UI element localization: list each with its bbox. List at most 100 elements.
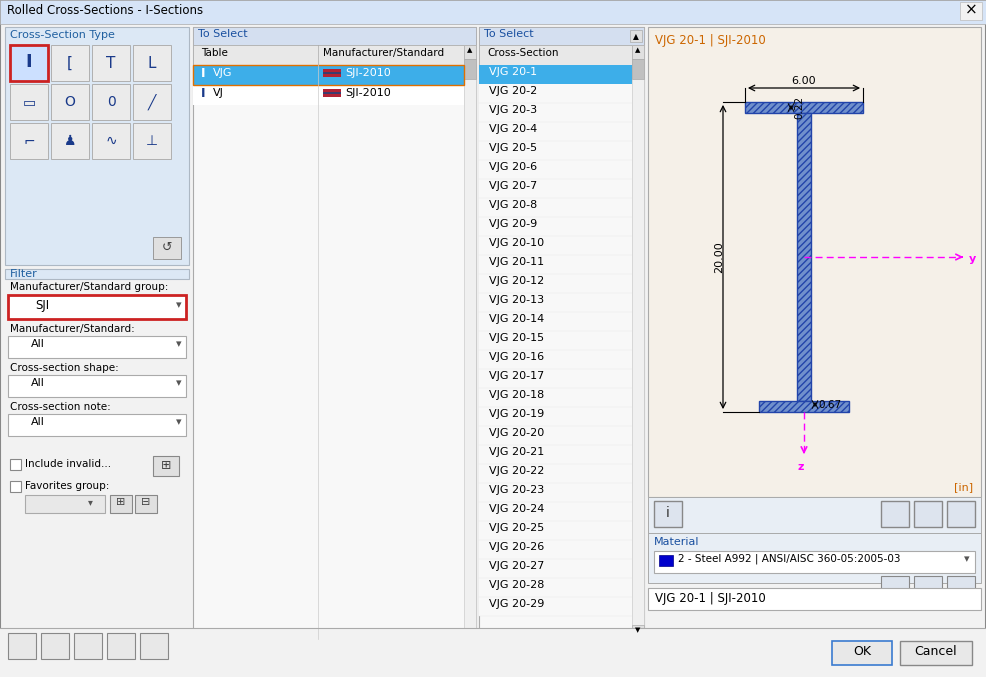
Text: VJG 20-29: VJG 20-29 xyxy=(489,599,544,609)
Text: ╱: ╱ xyxy=(148,94,156,110)
Text: 6.00: 6.00 xyxy=(792,76,816,86)
Bar xyxy=(479,502,632,521)
Bar xyxy=(193,45,464,65)
Bar xyxy=(759,401,849,412)
Text: VJG 20-17: VJG 20-17 xyxy=(489,371,544,381)
Bar xyxy=(479,179,632,198)
Bar xyxy=(479,27,644,639)
Bar xyxy=(323,74,341,77)
Bar xyxy=(947,576,975,596)
Text: Cross-Section Type: Cross-Section Type xyxy=(10,30,115,40)
Bar xyxy=(648,533,981,583)
Bar xyxy=(92,45,130,81)
Text: Table: Table xyxy=(201,48,228,58)
Bar xyxy=(13,340,27,350)
Bar xyxy=(479,103,632,122)
Bar xyxy=(10,84,48,120)
Text: VJG 20-5: VJG 20-5 xyxy=(489,143,537,153)
Text: SJI-2010: SJI-2010 xyxy=(345,88,390,98)
Text: ⊞: ⊞ xyxy=(161,459,172,472)
Text: Manufacturer/Standard group:: Manufacturer/Standard group: xyxy=(10,282,169,292)
Text: VJG 20-7: VJG 20-7 xyxy=(489,181,537,191)
Bar xyxy=(797,113,811,401)
Text: VJG 20-2: VJG 20-2 xyxy=(489,86,537,96)
Text: To Select: To Select xyxy=(484,29,533,39)
Text: VJG 20-4: VJG 20-4 xyxy=(489,124,537,134)
Text: All: All xyxy=(31,417,45,427)
Bar xyxy=(51,123,89,159)
Bar xyxy=(323,69,341,76)
Text: Include invalid...: Include invalid... xyxy=(25,459,111,469)
Bar xyxy=(133,123,171,159)
Bar xyxy=(479,198,632,217)
Text: ⊟: ⊟ xyxy=(141,497,151,507)
Bar xyxy=(464,45,476,59)
Bar xyxy=(8,633,36,659)
Bar xyxy=(479,445,632,464)
Text: VJG 20-24: VJG 20-24 xyxy=(489,504,544,514)
Text: ▼: ▼ xyxy=(635,627,641,633)
Text: Cross-Section: Cross-Section xyxy=(487,48,558,58)
Text: VJG 20-12: VJG 20-12 xyxy=(489,276,544,286)
Text: ×: × xyxy=(964,3,977,18)
Bar xyxy=(41,633,69,659)
Text: SJI-2010: SJI-2010 xyxy=(345,68,390,78)
Bar xyxy=(0,0,986,24)
Text: ▲: ▲ xyxy=(633,32,639,41)
Bar xyxy=(92,84,130,120)
Bar xyxy=(630,30,642,42)
Text: Cross-section note:: Cross-section note: xyxy=(10,402,110,412)
Bar xyxy=(193,85,464,105)
Text: All: All xyxy=(31,378,45,388)
Bar xyxy=(479,331,632,350)
Text: ⊥: ⊥ xyxy=(146,134,158,148)
Bar xyxy=(479,255,632,274)
Bar xyxy=(479,388,632,407)
Bar xyxy=(632,625,644,639)
Bar xyxy=(13,418,27,428)
Bar xyxy=(92,123,130,159)
Bar xyxy=(479,483,632,502)
Bar xyxy=(479,350,632,369)
Text: VJG 20-1 | SJI-2010: VJG 20-1 | SJI-2010 xyxy=(655,592,766,605)
Bar xyxy=(654,501,682,527)
Text: [in]: [in] xyxy=(953,482,973,492)
Text: VJG 20-1: VJG 20-1 xyxy=(489,67,537,77)
Bar xyxy=(479,597,632,616)
Bar xyxy=(464,45,476,639)
Bar xyxy=(914,576,942,596)
Bar xyxy=(881,576,909,596)
Bar xyxy=(479,45,632,65)
Bar xyxy=(10,459,21,470)
Bar xyxy=(479,578,632,597)
Bar xyxy=(13,299,31,307)
Bar xyxy=(632,45,644,639)
Text: VJG 20-25: VJG 20-25 xyxy=(489,523,544,533)
Text: i: i xyxy=(667,506,669,520)
Text: All: All xyxy=(31,339,45,349)
Bar xyxy=(5,269,189,279)
Text: Cross-section shape:: Cross-section shape: xyxy=(10,363,118,373)
Bar xyxy=(13,379,27,389)
Text: y: y xyxy=(969,254,976,264)
Bar xyxy=(479,464,632,483)
Bar xyxy=(479,236,632,255)
Bar xyxy=(648,27,981,497)
Bar xyxy=(323,72,341,76)
Bar xyxy=(13,305,31,308)
Bar xyxy=(479,217,632,236)
Bar xyxy=(464,59,476,79)
Bar xyxy=(135,495,157,513)
Bar xyxy=(832,641,892,665)
Text: Favorites group:: Favorites group: xyxy=(25,481,109,491)
Bar xyxy=(323,92,341,96)
Text: ♟: ♟ xyxy=(64,134,76,148)
Text: 0.67: 0.67 xyxy=(818,399,841,410)
Text: z: z xyxy=(798,462,805,472)
Bar xyxy=(632,45,644,59)
Bar xyxy=(153,456,179,476)
Text: I: I xyxy=(26,53,33,71)
Bar xyxy=(13,302,31,307)
Text: SJI: SJI xyxy=(35,299,49,312)
Bar xyxy=(648,497,981,533)
